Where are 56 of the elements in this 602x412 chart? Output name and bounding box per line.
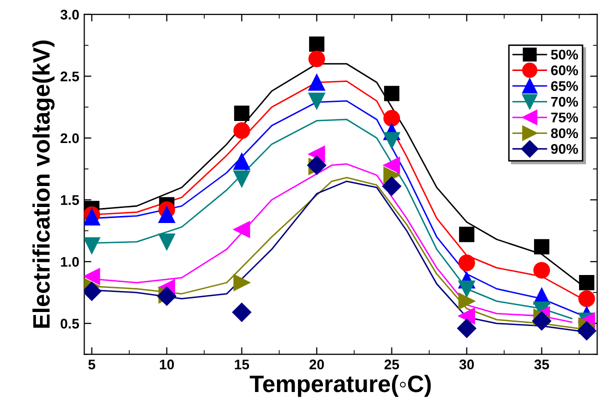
point <box>534 239 550 254</box>
x-tick-label: 5 <box>88 360 96 370</box>
point <box>383 166 400 184</box>
y-tick-label: 2.5 <box>60 72 80 82</box>
point <box>578 290 596 308</box>
x-tick-label: 30 <box>459 360 474 370</box>
legend-label: 70% <box>551 96 578 107</box>
point <box>309 36 324 52</box>
point <box>234 106 250 121</box>
point <box>532 311 552 330</box>
point <box>308 74 326 91</box>
point <box>382 176 402 196</box>
x-tick-label: 10 <box>160 360 174 370</box>
point <box>308 50 326 68</box>
point <box>384 86 400 102</box>
point <box>308 146 326 162</box>
point <box>233 153 250 170</box>
x-tick-label: 15 <box>234 360 250 370</box>
x-tick-label: 35 <box>534 360 550 370</box>
point <box>533 262 550 279</box>
legend-label: 65% <box>551 81 578 91</box>
point <box>232 302 252 322</box>
point <box>457 318 476 338</box>
x-tick-label: 20 <box>309 360 324 370</box>
point <box>458 292 476 310</box>
point <box>158 206 176 223</box>
point <box>233 122 250 139</box>
point <box>158 234 176 250</box>
x-tick-label: 25 <box>384 360 400 370</box>
y-tick-label: 2.0 <box>60 133 79 144</box>
point <box>577 321 596 340</box>
point <box>383 156 400 174</box>
point <box>233 221 250 238</box>
point <box>458 254 476 272</box>
legend-label: 90% <box>551 144 578 154</box>
point <box>383 110 400 127</box>
point <box>308 92 326 110</box>
y-axis-title: Electrification voltage(kV) <box>32 40 55 328</box>
point <box>233 170 250 188</box>
point <box>233 274 250 291</box>
point <box>579 274 594 290</box>
point <box>383 132 400 149</box>
legend-label: 60% <box>551 65 578 76</box>
legend-label: 80% <box>551 128 578 138</box>
y-tick-label: 0.5 <box>60 318 80 329</box>
legend-label: 75% <box>551 112 578 122</box>
x-axis-title: Temperature(◦C) <box>250 374 431 397</box>
point <box>459 226 474 242</box>
point <box>84 268 100 285</box>
y-tick-label: 1.0 <box>60 256 79 267</box>
point <box>458 280 476 298</box>
point <box>84 237 100 254</box>
point <box>458 308 476 324</box>
y-tick-label: 3.0 <box>60 10 79 20</box>
y-tick-label: 1.5 <box>60 195 80 205</box>
legend-label: 50% <box>551 50 578 60</box>
